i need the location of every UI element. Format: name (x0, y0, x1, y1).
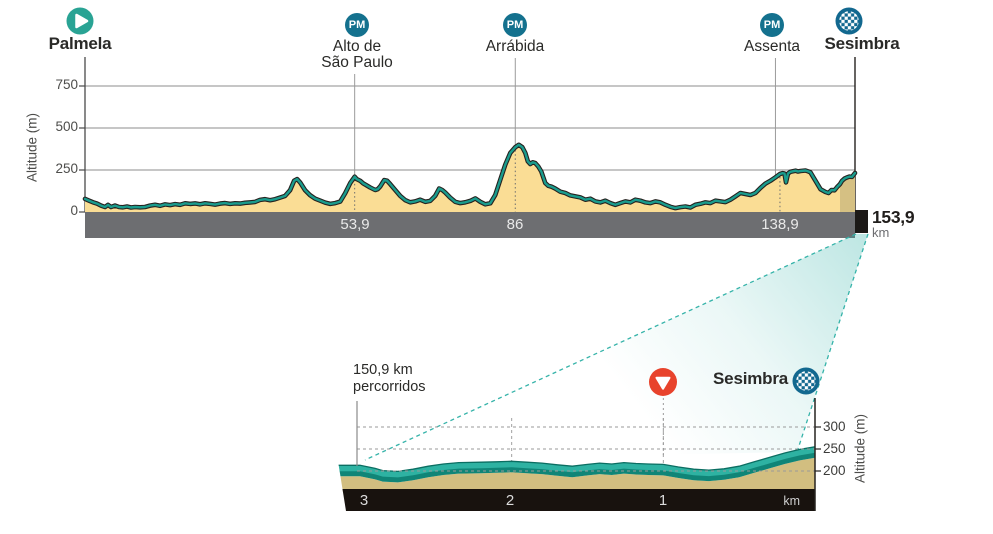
waypoint-label-alto-de-sao-paulo: Alto de São Paulo (321, 38, 393, 71)
pm-badge-text: PM (763, 19, 781, 31)
waypoint-label-sesimbra: Sesimbra (824, 34, 900, 53)
pm-badge-text: PM (348, 19, 366, 31)
total-distance-unit: km (872, 225, 890, 240)
detail-ytick-300: 300 (823, 419, 846, 434)
pm-icon: PM (503, 13, 527, 37)
main-ytick-750: 750 (55, 77, 78, 92)
waypoint-label-arrabida: Arrábida (485, 38, 545, 55)
main-ytick-500: 500 (55, 119, 78, 134)
detail-ytick-250: 250 (823, 441, 846, 456)
pm-icon: PM (760, 13, 784, 37)
detail-xtick-1: 1 (658, 492, 668, 509)
finish-checkered-icon (835, 7, 863, 35)
main-xtick-86: 86 (506, 216, 524, 233)
detail-xtick-2: 2 (505, 492, 515, 509)
detail-ytick-200: 200 (823, 463, 846, 478)
main-ytick-0: 0 (70, 203, 78, 218)
finish-checkered-icon (792, 367, 820, 395)
main-ytick-250: 250 (55, 161, 78, 176)
distance-covered-label: 150,9 km percorridos (353, 362, 426, 395)
flamme-rouge-icon (648, 367, 678, 397)
detail-xtick-3: 3 (359, 492, 369, 509)
start-icon (66, 7, 94, 35)
detail-x-unit: km (783, 494, 800, 508)
waypoint-label-assenta: Assenta (743, 38, 800, 55)
detail-finish-label: Sesimbra (713, 369, 788, 388)
main-xtick-138-9: 138,9 (761, 216, 799, 233)
waypoint-label-palmela: Palmela (48, 34, 112, 53)
main-y-axis-title: Altitude (m) (24, 112, 40, 183)
pm-icon: PM (345, 13, 369, 37)
total-distance-value: 153,9 (872, 207, 915, 227)
main-xtick-53-9: 53,9 (340, 216, 370, 233)
pm-badge-text: PM (506, 19, 524, 31)
detail-y-axis-title: Altitude (m) (852, 413, 868, 484)
